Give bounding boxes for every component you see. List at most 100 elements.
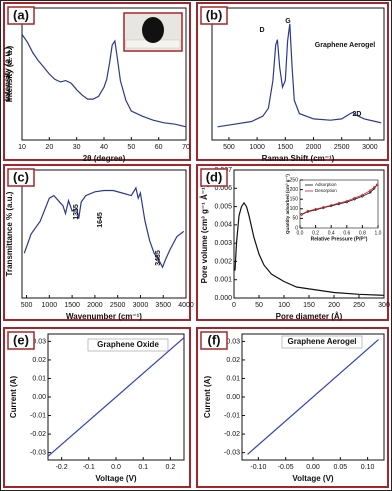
panel-title: Graphene Oxide	[97, 340, 159, 349]
x-tick-label: 1500	[64, 302, 80, 309]
x-tick-label: 0.2	[312, 230, 319, 236]
panel-label: (d)	[206, 169, 223, 184]
panel-label: (e)	[13, 332, 29, 347]
panel-border	[3, 327, 191, 488]
data-line	[247, 339, 379, 455]
data-point	[368, 189, 372, 192]
x-tick-label: 0.8	[359, 230, 366, 236]
y-tick-label: 0.02	[32, 357, 46, 364]
x-tick-label: 0.2	[166, 464, 176, 471]
y-tick-label: 0.005	[214, 203, 232, 210]
data-point	[353, 196, 356, 200]
y-tick-label: 50	[292, 216, 298, 222]
x-tick-label: 0.1	[138, 464, 148, 471]
panel-border	[196, 327, 389, 488]
y-tick-label: 100	[290, 206, 299, 212]
panel-border	[3, 2, 191, 161]
y-axis-label: Quantity adsorbed (cm³ g⁻¹)	[285, 174, 290, 234]
x-tick-label: -0.05	[278, 464, 294, 471]
x-tick-label: 10	[18, 144, 26, 151]
y-tick-label: -0.01	[224, 412, 240, 419]
y-axis-label: Pore volume (cm³ g⁻¹ Å⁻¹)	[200, 184, 209, 283]
y-tick-label: 200	[290, 187, 299, 193]
y-tick-label: 150	[290, 197, 299, 203]
data-point	[345, 199, 349, 203]
x-tick-label: 0.6	[343, 230, 350, 236]
data-line	[234, 201, 385, 296]
y-tick-label: 0.001	[214, 277, 232, 284]
x-axis-label: Relative Pressure (P/P°)	[311, 236, 368, 242]
plot-frame	[211, 7, 385, 141]
panel-border	[196, 164, 389, 321]
x-tick-label: 20	[45, 144, 53, 151]
x-tick-label: 2000	[306, 144, 322, 151]
annotation: 1355	[73, 204, 80, 220]
plot-frame	[21, 169, 187, 299]
x-tick-label: -0.10	[250, 464, 266, 471]
y-tick-label: -0.03	[30, 449, 46, 456]
x-tick-label: 3500	[155, 302, 171, 309]
panel-label: (b)	[206, 7, 223, 22]
title-box	[281, 335, 363, 349]
data-line	[47, 337, 185, 457]
data-line	[23, 186, 185, 269]
panel-label-box	[200, 6, 228, 25]
x-tick-label: 1.0	[375, 230, 382, 236]
annotation: D	[259, 27, 264, 34]
x-tick-label: 500	[21, 302, 33, 309]
x-tick-label: 2500	[110, 302, 126, 309]
y-tick-label: 0.000	[214, 295, 232, 302]
x-tick-label: -0.2	[56, 464, 68, 471]
y-tick-label: -0.01	[30, 412, 46, 419]
data-point	[372, 186, 376, 189]
x-tick-label: 2500	[334, 144, 350, 151]
x-tick-label: 300	[378, 302, 390, 309]
panel-label-box	[7, 331, 35, 350]
panel-label: (f)	[208, 332, 221, 347]
data-point	[306, 209, 310, 213]
x-tick-label: 70	[182, 144, 190, 151]
annotation: 3485	[155, 250, 162, 266]
y-tick-label: 0.02	[226, 357, 240, 364]
y-tick-label: 0.002	[214, 258, 232, 265]
panel-label-box	[7, 6, 35, 25]
x-axis-label: Wavenumber (cm⁻¹)	[66, 312, 142, 321]
y-axis-label: Intensity (a. u.)	[5, 45, 14, 102]
x-tick-label: 250	[353, 302, 365, 309]
x-tick-label: 30	[73, 144, 81, 151]
annotation: 1645	[97, 212, 104, 228]
x-tick-label: 50	[127, 144, 135, 151]
y-tick-label: 0	[295, 225, 298, 231]
y-axis-label: Intensity (a.u.)	[3, 47, 12, 102]
data-point	[375, 183, 379, 187]
x-tick-label: 0.0	[111, 464, 121, 471]
x-tick-label: 200	[328, 302, 340, 309]
x-tick-label: 50	[255, 302, 263, 309]
panel-label-box	[7, 168, 35, 187]
legend-label: Desorption	[315, 188, 337, 193]
data-point	[329, 204, 333, 207]
x-axis-label: Raman Shift (cm⁻¹)	[262, 154, 335, 163]
y-tick-label: 250	[290, 177, 299, 183]
x-tick-label: 1500	[278, 144, 294, 151]
x-tick-label: 4000	[178, 302, 194, 309]
x-axis-label: 2θ (degree)	[83, 154, 126, 163]
y-tick-label: 0.00	[226, 394, 240, 401]
x-tick-label: 0.10	[361, 464, 375, 471]
x-tick-label: -0.1	[83, 464, 95, 471]
y-tick-label: 0.01	[32, 375, 46, 382]
x-tick-label: 2000	[87, 302, 103, 309]
x-tick-label: 60	[155, 144, 163, 151]
y-tick-label: -0.03	[224, 449, 240, 456]
x-tick-label: 40	[100, 144, 108, 151]
legend-label: Adsorption	[315, 182, 337, 187]
x-axis-label: Voltage (V)	[95, 474, 137, 483]
data-point	[314, 207, 317, 211]
data-line	[217, 23, 382, 128]
aerogel-sample	[142, 17, 164, 43]
data-line	[21, 34, 187, 128]
x-tick-label: 1000	[249, 144, 265, 151]
y-tick-label: 0.01	[226, 375, 240, 382]
data-point	[361, 193, 364, 197]
